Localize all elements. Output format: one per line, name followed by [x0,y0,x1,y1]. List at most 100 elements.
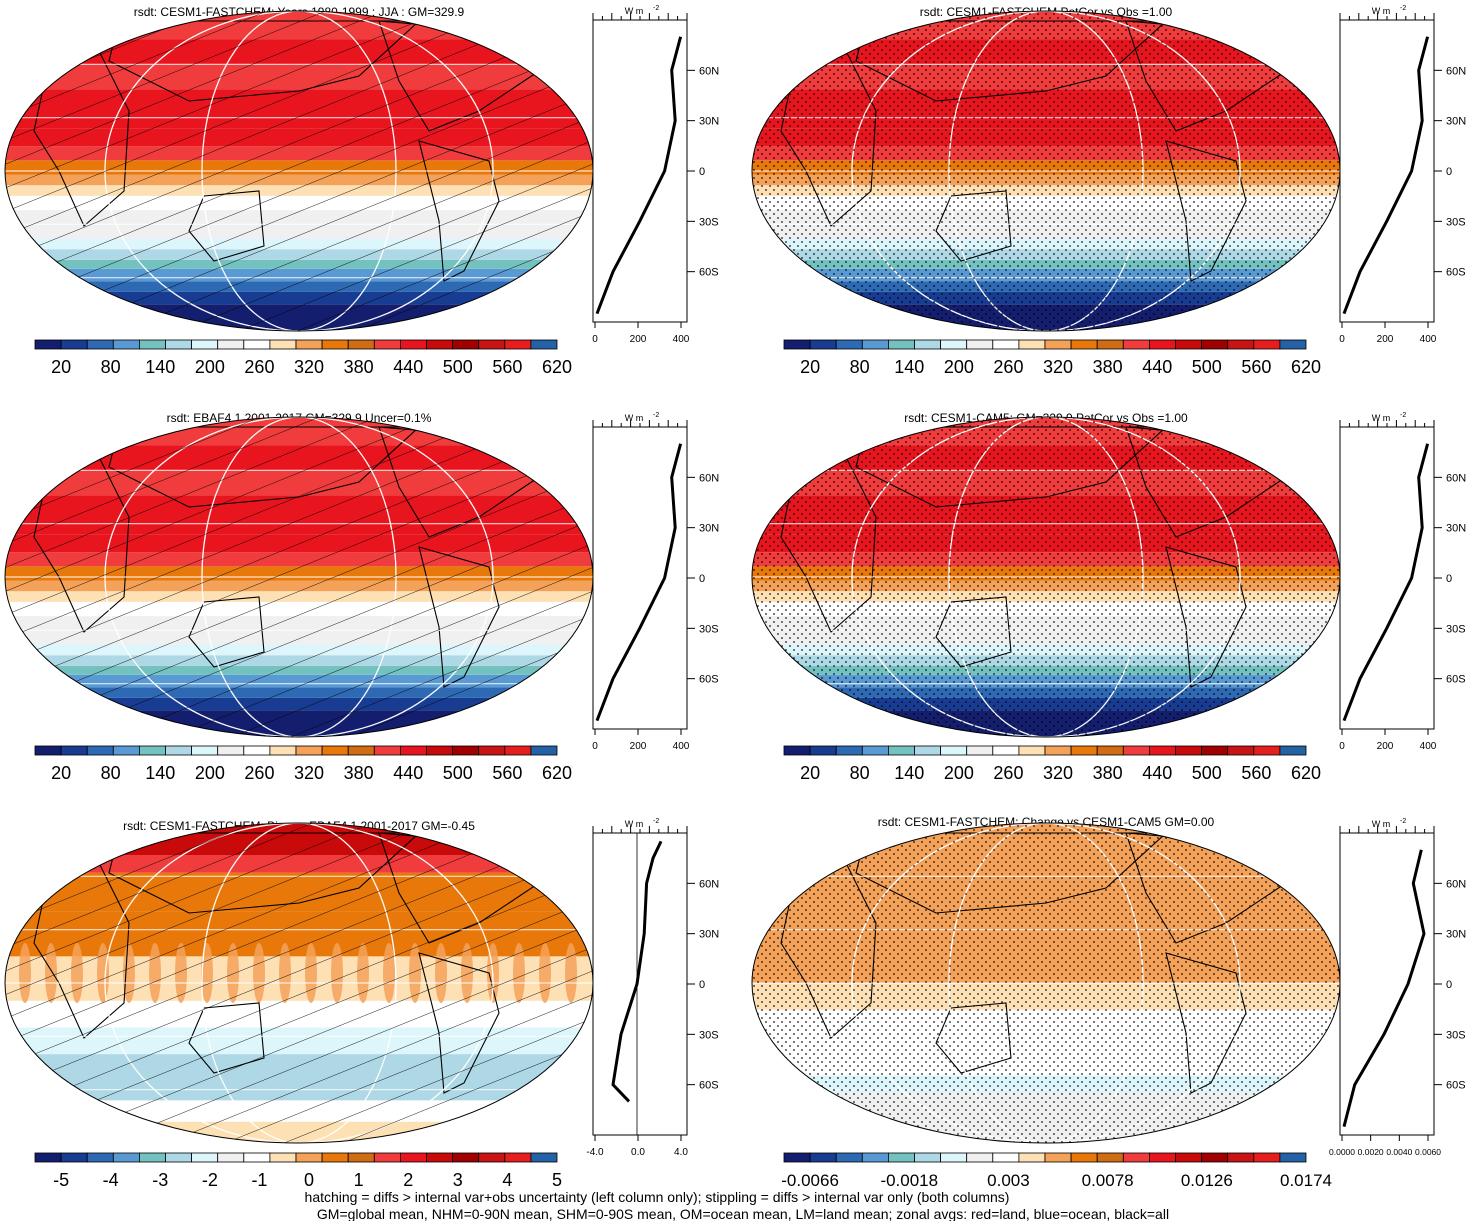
lat-tick-label: 30S [699,623,719,635]
x-tick-label: 0.0020 [1358,1147,1384,1157]
lat-tick-label: 60S [1446,267,1466,279]
zonal-mean-plot: W m -2 60N 30N 0 30S 60S 0 200 400 [592,412,719,752]
colorbar-label: 620 [1291,357,1321,377]
colorbar: -0.0066 -0.0018 0.003 0.0078 0.0126 0.0174 [781,1152,1332,1190]
units-exponent: -2 [653,412,659,419]
colorbar-swatch [1201,339,1229,350]
map [751,822,1341,1144]
colorbar-label: 80 [850,357,870,377]
colorbar-label: 0.0126 [1181,1171,1233,1190]
colorbar-label: 500 [1192,357,1222,377]
colorbar-swatch [809,339,837,350]
colorbar-swatch [399,1152,427,1163]
colorbar-swatch [191,339,219,350]
map [4,416,594,738]
units-label: W m [625,819,644,829]
stippling-overlay [752,417,1340,737]
lat-tick-label: 30N [699,929,719,941]
colorbar-swatch [191,745,219,756]
colorbar-swatch [295,745,323,756]
colorbar-swatch [1149,745,1176,756]
zonal-mean-plot: W m -2 60N 30N 0 30S 60S 0 200 400 [1339,412,1466,752]
colorbar-label: 0.0174 [1280,1171,1332,1190]
colorbar-label: 620 [1291,763,1321,783]
colorbar-swatch [1044,745,1072,756]
lat-tick-label: 30N [699,523,719,535]
panel-3: rsdt: EBAF4.1 2001-2017 GM=329.9 Uncer=0… [4,411,719,783]
colorbar-swatch [861,1152,889,1163]
colorbar-swatch [217,745,245,756]
colorbar: 20 80 140 200 260 320 380 440 500 560 620 [783,745,1321,783]
x-tick-label: 0 [1339,334,1345,345]
colorbar-swatch [1096,745,1124,756]
panel-4: rsdt: CESM1-CAM5: GM=329.9 PatCor vs Obs… [751,411,1466,783]
colorbar-label: 200 [195,763,225,783]
units-exponent: -2 [653,818,659,825]
colorbar-swatch [992,1152,1020,1163]
colorbar-swatch [1122,1152,1150,1163]
colorbar-swatch [1279,339,1307,350]
colorbar-label: 260 [244,357,274,377]
colorbar-swatch [138,339,166,350]
colorbar-swatch [138,745,166,756]
units-label: W m [625,413,644,423]
colorbar-swatch [86,339,114,350]
colorbar-swatch [940,745,968,756]
colorbar-label: -0.0066 [781,1171,839,1190]
colorbar-label: 560 [492,357,522,377]
zonal-mean-plot: W m -2 60N 30N 0 30S 60S 0 200 400 [592,5,719,345]
colorbar-label: -2 [202,1170,218,1190]
colorbar-swatch [217,339,245,350]
colorbar-swatch [1096,1152,1124,1163]
colorbar-label: 320 [1043,357,1073,377]
colorbar-swatch [1175,745,1203,756]
colorbar-label: 2 [403,1170,413,1190]
colorbar-swatch [86,745,114,756]
panel-5: rsdt: CESM1-FASTCHEM: Bias vs EBAF4.1 20… [4,818,719,1190]
colorbar: 20 80 140 200 260 320 380 440 500 560 620 [34,745,572,783]
colorbar-label: 20 [51,763,71,783]
x-tick-label: 0.0060 [1415,1147,1441,1157]
colorbar-swatch [530,1152,558,1163]
colorbar-swatch [60,745,88,756]
colorbar-swatch [191,1152,219,1163]
zonal-mean-line [611,840,663,1103]
colorbar-swatch [809,745,837,756]
colorbar-label: 140 [894,357,924,377]
zonal-frame [592,832,688,1136]
map-field [5,823,593,1143]
colorbar-swatch [1096,339,1124,350]
colorbar-swatch [452,1152,480,1163]
zonal-mean-line [1342,849,1426,1127]
colorbar-swatch [1149,339,1176,350]
x-tick-label: 4.0 [674,1147,688,1158]
colorbar-swatch [1175,1152,1203,1163]
colorbar-swatch [1201,745,1229,756]
colorbar-label: 80 [101,357,121,377]
colorbar-label: 500 [443,357,473,377]
zonal-mean-line [1342,443,1430,722]
colorbar-swatch [321,339,349,350]
colorbar-swatch [940,1152,968,1163]
panel-6: rsdt: CESM1-FASTCHEM: Change vs CESM1-CA… [751,815,1466,1190]
x-tick-label: 400 [673,334,690,345]
colorbar-swatch [1149,1152,1176,1163]
colorbar-label: 560 [1241,763,1271,783]
colorbar-label: 200 [944,763,974,783]
colorbar-swatch [992,339,1020,350]
colorbar: -5 -4 -3 -2 -1 0 1 2 3 4 5 [34,1152,562,1190]
colorbar-swatch [243,339,271,350]
x-tick-label: 0 [1339,741,1345,752]
colorbar-swatch [835,745,863,756]
colorbar-label: 200 [195,357,225,377]
colorbar-label: 80 [850,763,870,783]
lat-tick-label: 60N [699,878,719,890]
map [751,10,1341,332]
colorbar-swatch [426,745,454,756]
lat-tick-label: 0 [1446,979,1452,991]
colorbar-label: 3 [453,1170,463,1190]
panel-1: rsdt: CESM1-FASTCHEM: Years 1980-1999 : … [4,5,719,377]
units-exponent: -2 [653,5,659,12]
colorbar-label: 440 [1142,763,1172,783]
